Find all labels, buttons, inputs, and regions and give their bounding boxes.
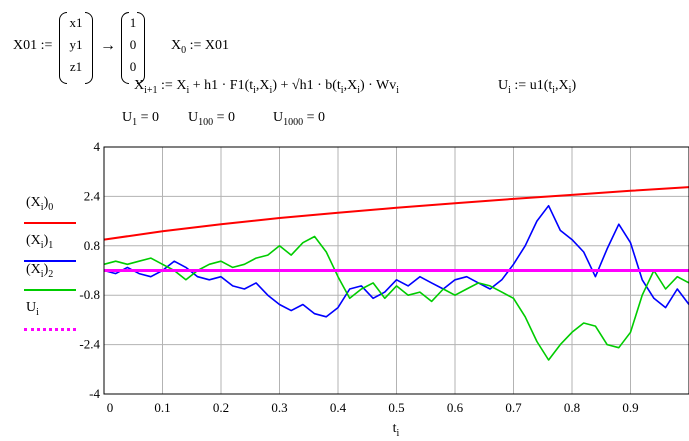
legend-label-x2: (Xi)2 [26,262,54,280]
u-value-1000: U1000 = 0 [273,110,326,128]
u-value-1: U1 = 0 [122,110,160,128]
y-tick-label: -2.4 [79,337,100,352]
legend-swatch-x1 [24,260,76,262]
y-axis-ticks: 4 2.4 0.8 -0.8 -2.4 -4 [79,139,100,401]
x-tick-label: 0.4 [330,400,347,415]
legend-label-u: Ui [26,300,39,318]
y-tick-label: -4 [89,386,100,401]
arrow-icon: → [100,37,116,54]
x-tick-label: 0.1 [154,400,170,415]
x-axis-ticks: 0 0.1 0.2 0.3 0.4 0.5 0.6 0.7 0.8 0.9 [107,400,639,415]
x-tick-label: 0.3 [271,400,287,415]
u-definition: Ui := u1(ti,Xi) [498,78,577,96]
vector-entry: 0 [129,59,137,74]
vector-entry: 0 [129,37,137,52]
recurrence-equation: Xi+1 := Xi + h1 · F1(ti,Xi) + √h1 · b(ti… [134,78,400,96]
x-tick-label: 0.7 [505,400,522,415]
y-tick-label: 4 [94,139,101,154]
x-tick-label: 0.2 [213,400,229,415]
y-tick-label: 2.4 [84,188,101,203]
vector-entry: z1 [69,59,83,74]
y-tick-label: 0.8 [84,238,100,253]
series-line [103,235,689,361]
x-axis-title: ti [393,421,400,439]
symbol-vector: x1 y1 z1 [59,12,93,84]
vector-entry: x1 [69,15,83,30]
vector-entry: y1 [69,37,83,52]
y-tick-label: -0.8 [79,287,100,302]
x-tick-label: 0.5 [388,400,404,415]
x-tick-label: 0.6 [447,400,464,415]
x0-assignment: X0 := X01 [171,38,230,56]
legend-label-x1: (Xi)1 [26,233,54,251]
series-line [103,186,689,241]
legend-swatch-x0 [24,222,76,224]
x-tick-label: 0 [107,400,114,415]
vector-entry: 1 [129,15,137,30]
legend-swatch-u [24,328,76,331]
chart-grid [104,147,689,394]
series-line [103,204,689,318]
x-tick-label: 0.9 [622,400,638,415]
x01-label: X01 := [13,38,53,53]
chart-series [103,186,689,361]
plot-frame [103,146,689,395]
legend-label-x0: (Xi)0 [26,195,54,213]
legend-swatch-x2 [24,289,76,291]
u-value-100: U100 = 0 [188,110,236,128]
x-tick-label: 0.8 [564,400,580,415]
